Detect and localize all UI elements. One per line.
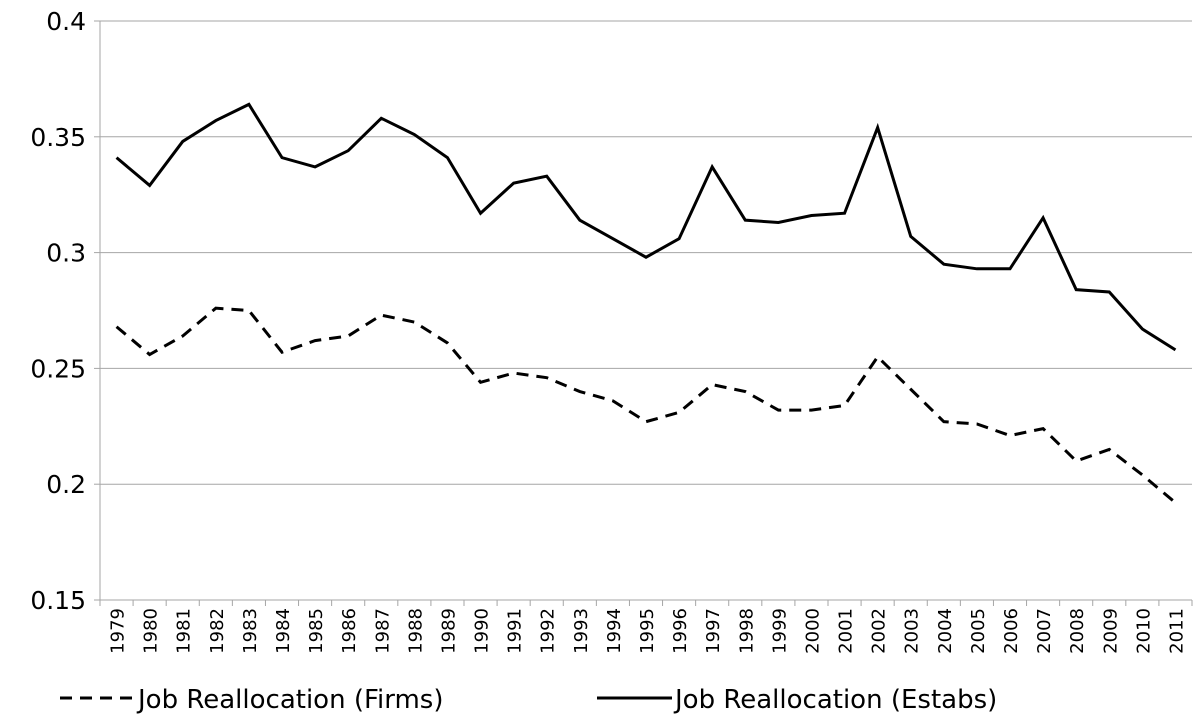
x-tick-label: 1982 (207, 608, 228, 654)
x-tick-label: 2002 (869, 608, 890, 654)
x-tick-label: 1992 (538, 608, 559, 654)
y-tick-label: 0.2 (46, 470, 86, 499)
x-tick-label: 1991 (505, 608, 526, 654)
x-tick-label: 1979 (108, 608, 129, 654)
x-tick-label: 1988 (405, 608, 426, 654)
x-tick-label: 2000 (802, 608, 823, 654)
x-tick-label: 1996 (670, 608, 691, 654)
x-tick-label: 1980 (141, 608, 162, 654)
x-tick-label: 1984 (273, 608, 294, 654)
line (115, 306, 1177, 504)
y-tick-label: 0.3 (46, 239, 86, 268)
x-tick-label: 2010 (1133, 608, 1154, 654)
x-tick-label: 2008 (1067, 608, 1088, 654)
x-tick-label: 1993 (571, 608, 592, 654)
x-tick-label: 1986 (339, 608, 360, 654)
x-tick-label: 2003 (902, 608, 923, 654)
x-tick-label: 1983 (240, 608, 261, 654)
x-tick-label: 1985 (306, 608, 327, 654)
x-tick-label: 2004 (935, 608, 956, 654)
x-tick-label: 2005 (968, 608, 989, 654)
x-tick-label: 2011 (1166, 608, 1187, 654)
x-tick-label: 1990 (472, 608, 493, 654)
x-tick-label: 1997 (703, 608, 724, 654)
y-tick-label: 0.25 (30, 354, 86, 383)
legend-label: Job Reallocation (Estabs) (673, 685, 997, 715)
x-tick-label: 2007 (1034, 608, 1055, 654)
y-tick-label: 0.35 (30, 123, 86, 152)
x-tick-label: 1999 (769, 608, 790, 654)
x-tick-label: 1995 (637, 608, 658, 654)
legend-label: Job Reallocation (Firms) (136, 685, 444, 715)
y-tick-label: 0.4 (46, 7, 86, 36)
x-tick-label: 1998 (736, 608, 757, 654)
x-tick-label: 1987 (372, 608, 393, 654)
x-tick-label: 1989 (438, 608, 459, 654)
line (115, 102, 1177, 352)
y-tick-label: 0.15 (30, 586, 86, 615)
x-tick-label: 1981 (174, 608, 195, 654)
x-tick-label: 2009 (1100, 608, 1121, 654)
x-tick-label: 1994 (604, 608, 625, 654)
x-tick-label: 2006 (1001, 608, 1022, 654)
x-tick-label: 2001 (836, 608, 857, 654)
